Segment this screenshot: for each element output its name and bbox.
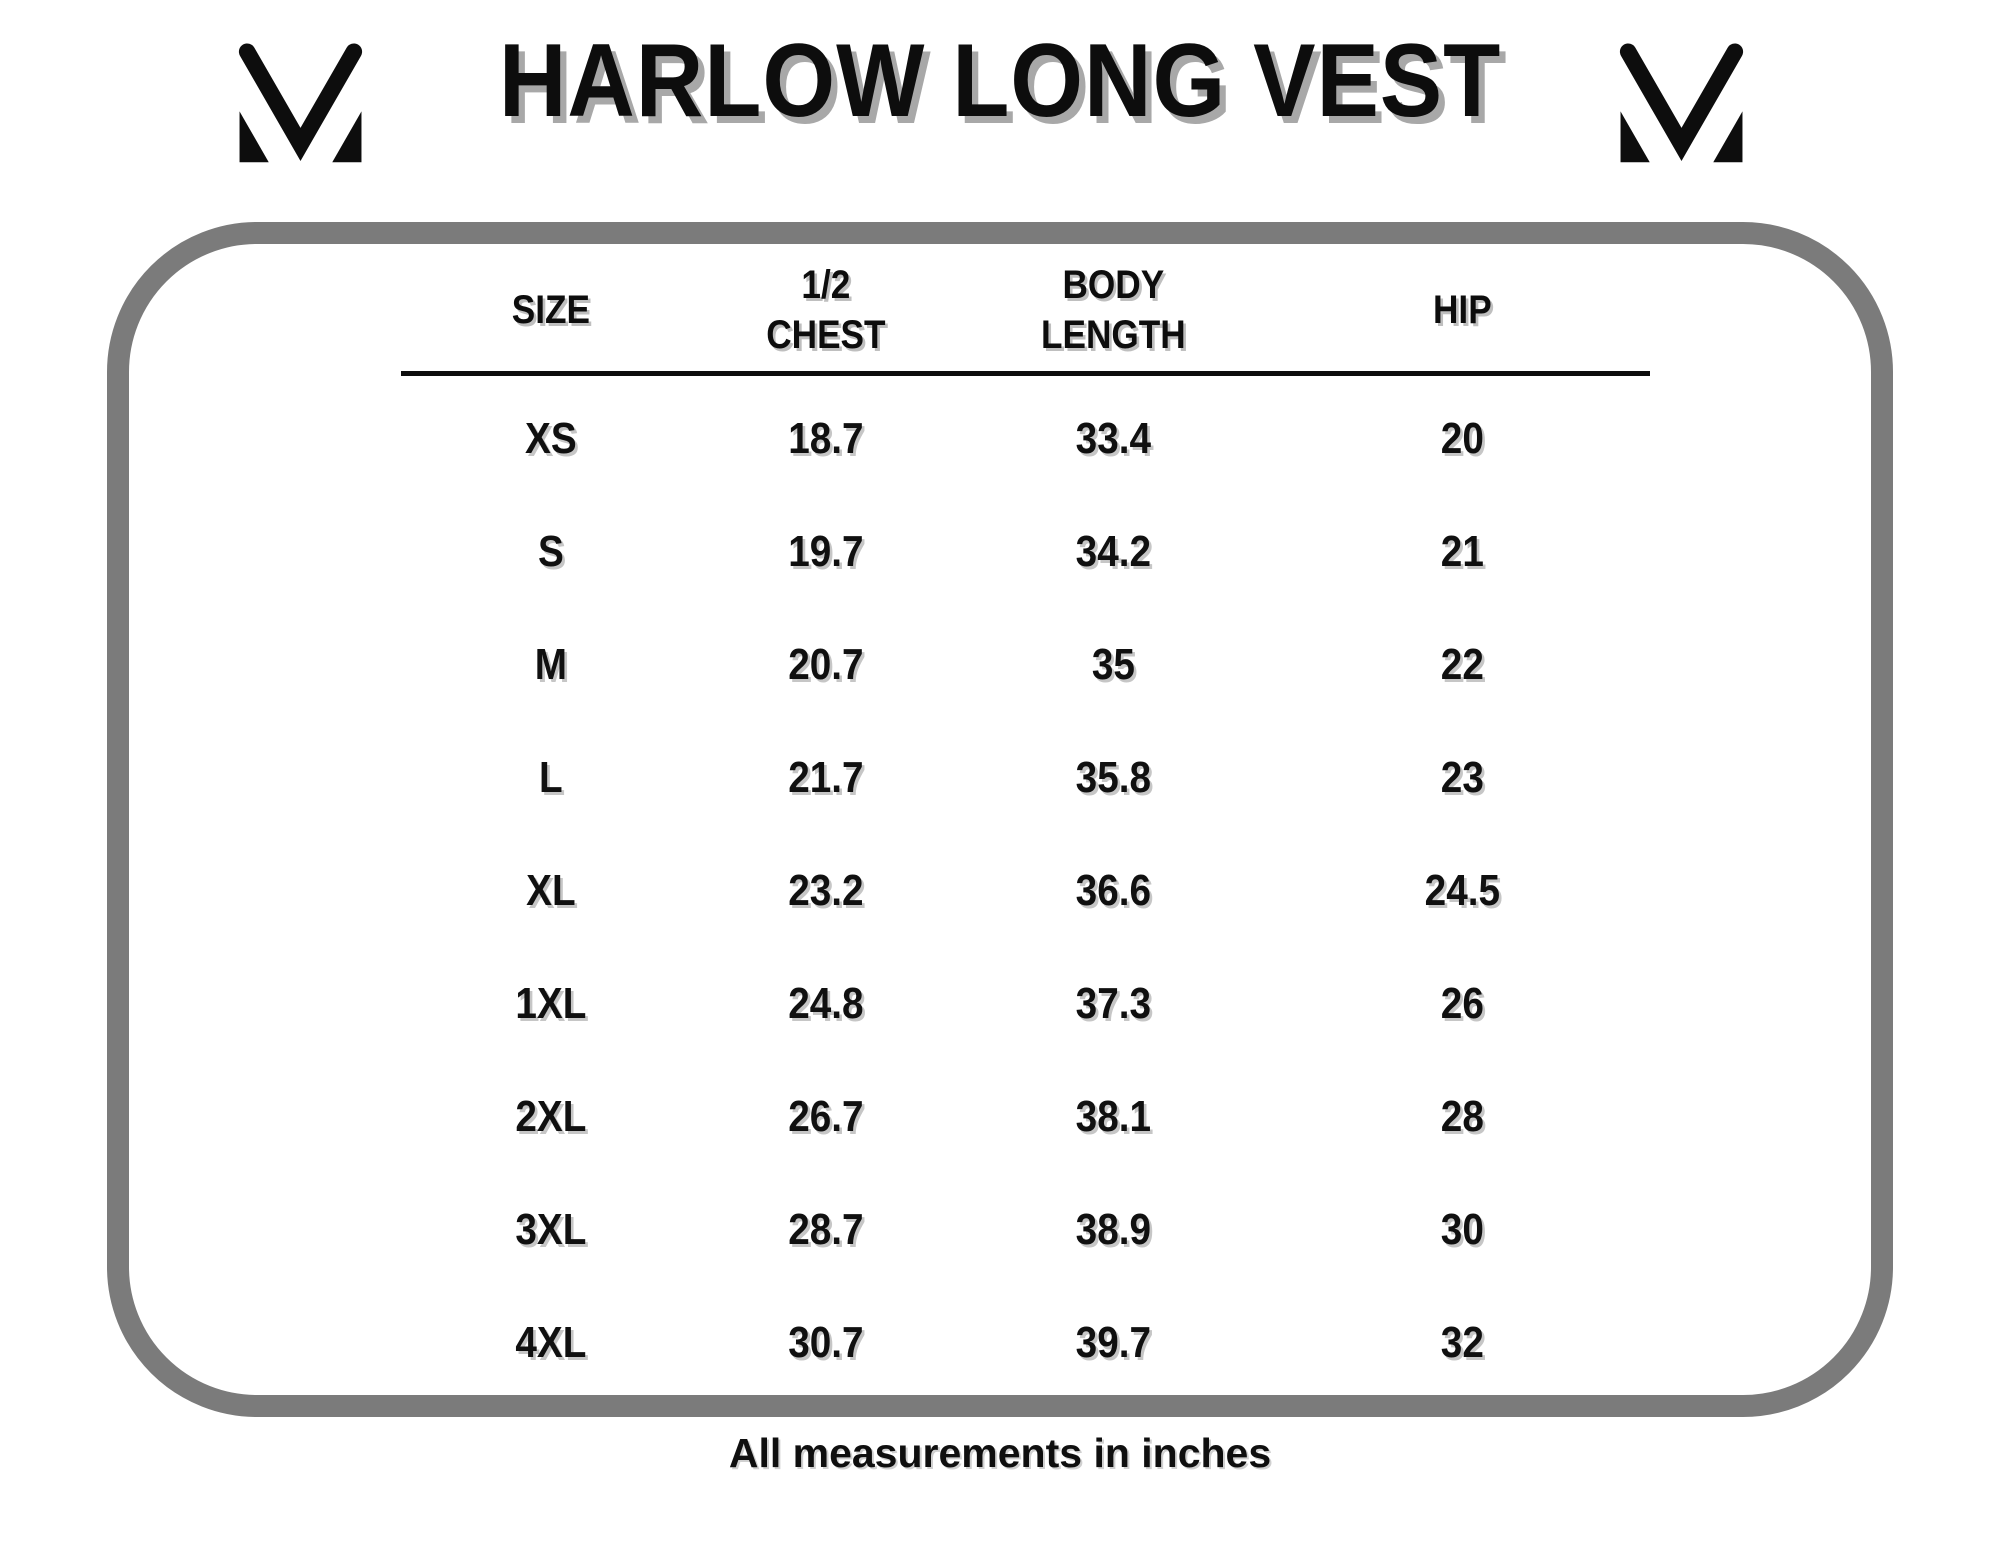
cell-size: 4XL [515, 1317, 587, 1367]
cell-hip: 23 [1441, 752, 1485, 802]
table-row: 4XL 30.7 39.7 32 [401, 1286, 1650, 1399]
cell-size: L [539, 752, 563, 802]
cell-size: 3XL [515, 1204, 587, 1254]
cell-hip: 32 [1441, 1317, 1485, 1367]
table-frame [107, 222, 1893, 1417]
cell-hip: 26 [1441, 978, 1485, 1028]
table-body: XS 18.7 33.4 20 S 19.7 34.2 21 M 20.7 35… [401, 382, 1650, 1399]
table-header-row: SIZE 1/2 CHEST BODY LENGTH HIP [401, 252, 1650, 367]
cell-half-chest: 28.7 [787, 1204, 864, 1254]
cell-hip: 24.5 [1424, 865, 1501, 915]
cell-size: S [537, 526, 564, 576]
cell-body-length: 35 [1091, 639, 1135, 689]
table-row: S 19.7 34.2 21 [401, 495, 1650, 608]
cell-body-length: 34.2 [1075, 526, 1151, 576]
size-table: SIZE 1/2 CHEST BODY LENGTH HIP XS 18.7 3… [401, 252, 1650, 1399]
header-underline [401, 371, 1650, 376]
cell-size: M [534, 639, 568, 689]
table-row: 2XL 26.7 38.1 28 [401, 1060, 1650, 1173]
header-half-chest: 1/2 CHEST [765, 262, 886, 357]
cell-body-length: 33.4 [1075, 413, 1151, 463]
table-row: M 20.7 35 22 [401, 608, 1650, 721]
table-row: 1XL 24.8 37.3 26 [401, 947, 1650, 1060]
cell-half-chest: 23.2 [787, 865, 864, 915]
table-row: 3XL 28.7 38.9 30 [401, 1173, 1650, 1286]
cell-body-length: 39.7 [1075, 1317, 1151, 1367]
table-row: XS 18.7 33.4 20 [401, 382, 1650, 495]
brand-m-logo-right-icon [1618, 42, 1745, 163]
cell-hip: 28 [1441, 1091, 1485, 1141]
cell-body-length: 36.6 [1075, 865, 1151, 915]
cell-half-chest: 21.7 [787, 752, 864, 802]
page-title: HARLOW LONG VEST [498, 23, 1502, 139]
header-body-length: BODY LENGTH [1040, 262, 1186, 357]
header-hip: HIP [1433, 287, 1492, 332]
cell-body-length: 38.1 [1075, 1091, 1151, 1141]
cell-hip: 30 [1441, 1204, 1485, 1254]
cell-hip: 20 [1441, 413, 1485, 463]
cell-half-chest: 19.7 [787, 526, 864, 576]
cell-body-length: 38.9 [1075, 1204, 1151, 1254]
brand-m-logo-left-icon [237, 42, 364, 163]
measurements-note: All measurements in inches [728, 1430, 1272, 1476]
cell-half-chest: 30.7 [787, 1317, 864, 1367]
header-size: SIZE [511, 287, 590, 332]
cell-hip: 22 [1441, 639, 1485, 689]
cell-size: XS [525, 413, 577, 463]
cell-hip: 21 [1441, 526, 1485, 576]
table-row: XL 23.2 36.6 24.5 [401, 834, 1650, 947]
cell-size: XL [526, 865, 576, 915]
cell-body-length: 35.8 [1075, 752, 1151, 802]
cell-size: 1XL [515, 978, 587, 1028]
cell-half-chest: 26.7 [787, 1091, 864, 1141]
cell-half-chest: 20.7 [787, 639, 864, 689]
cell-half-chest: 24.8 [787, 978, 864, 1028]
table-row: L 21.7 35.8 23 [401, 721, 1650, 834]
cell-size: 2XL [515, 1091, 587, 1141]
cell-half-chest: 18.7 [787, 413, 864, 463]
cell-body-length: 37.3 [1075, 978, 1151, 1028]
